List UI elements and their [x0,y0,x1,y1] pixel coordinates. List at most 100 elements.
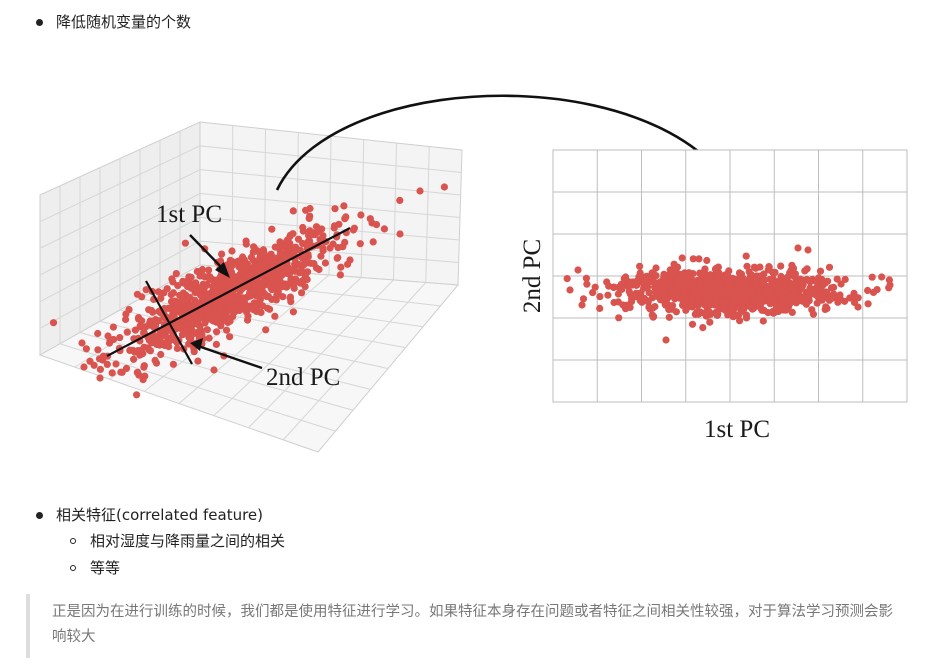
scatter-point [614,290,623,298]
scatter-point [649,270,658,278]
scatter-point [218,282,226,290]
scatter-point [145,346,153,354]
scatter-point [196,314,204,322]
scatter-point [819,281,827,289]
scatter-point [660,273,668,281]
scatter-point [668,270,677,278]
scatter-point [864,286,872,295]
scatter-point [299,223,307,232]
scatter-point [596,293,604,301]
scatter-point [724,311,732,319]
scatter-point [566,286,574,294]
scatter-point [133,391,141,399]
right-scatter-points [563,244,894,344]
scatter-point [369,238,377,246]
scatter-point [755,288,764,296]
scatter-point [864,300,872,308]
scatter-point [615,314,623,322]
scatter-point [695,298,703,306]
scatter-point [283,252,291,261]
scatter-point [195,331,203,340]
scatter-point [618,280,627,288]
scatter-point [271,254,279,262]
scatter-point [356,240,364,248]
scatter-point [237,276,245,284]
scatter-point [777,262,785,270]
scatter-point [622,273,630,281]
scatter-point [226,317,234,325]
scatter-point [574,266,582,274]
scatter-point [827,284,836,292]
scatter-point [240,298,248,306]
scatter-point [335,220,343,228]
scatter-point [670,260,678,268]
scatter-point [205,266,213,274]
scatter-point [756,263,764,271]
scatter-point [148,339,156,347]
scatter-point [268,225,276,233]
scatter-point [591,283,599,291]
scatter-point [806,278,814,286]
scatter-point [795,292,803,300]
scatter-point [185,333,193,341]
scatter-point [290,264,298,272]
scatter-point [583,280,591,288]
scatter-point [82,345,90,353]
scatter-point [743,262,751,270]
scatter-point [796,279,804,287]
scatter-point [214,313,222,321]
scatter-point [604,291,612,299]
scatter-point [662,336,670,344]
scatter-point [242,240,250,248]
scatter-point [582,274,591,282]
scatter-point [841,275,849,283]
scatter-point [563,275,571,283]
scatter-point [771,268,779,276]
scatter-point [203,326,211,334]
scatter-point [312,264,321,272]
scatter-point [723,270,731,278]
scatter-point [735,274,743,283]
scatter-point [757,295,765,303]
scatter-point [396,230,404,238]
scatter-point [649,313,657,321]
scatter-point [169,360,177,368]
scatter-point [187,284,195,292]
scatter-point [339,243,347,251]
scatter-point [194,357,202,365]
scatter-point [776,290,784,298]
scatter-point [197,283,205,291]
scatter-point [109,335,118,344]
scatter-point [155,288,163,296]
scatter-point [247,304,255,312]
scatter-point [700,301,708,309]
scatter-point [746,302,754,310]
scatter-point [724,279,732,287]
scatter-point [713,273,721,281]
scatter-point [266,305,274,313]
scatter-point [218,250,226,258]
scatter-point [579,295,588,303]
scatter-point [342,213,350,221]
scatter-point [256,254,264,262]
right-ylabel-2nd-pc: 2nd PC [519,239,546,313]
scatter-point [163,285,171,293]
scatter-point [170,305,178,313]
scatter-point [763,285,771,293]
scatter-point [311,231,319,239]
scatter-point [789,280,797,288]
scatter-point [672,289,681,297]
scatter-point [279,283,287,291]
scatter-point [712,308,720,317]
scatter-point [719,298,727,306]
scatter-point [619,301,627,309]
scatter-point [96,374,104,382]
scatter-point [368,219,376,227]
scatter-point [230,275,238,283]
scatter-point [287,243,295,251]
scatter-point [735,311,743,319]
scatter-point [752,282,760,290]
scatter-point [205,334,213,342]
scatter-point [764,266,773,274]
scatter-point [337,263,345,271]
